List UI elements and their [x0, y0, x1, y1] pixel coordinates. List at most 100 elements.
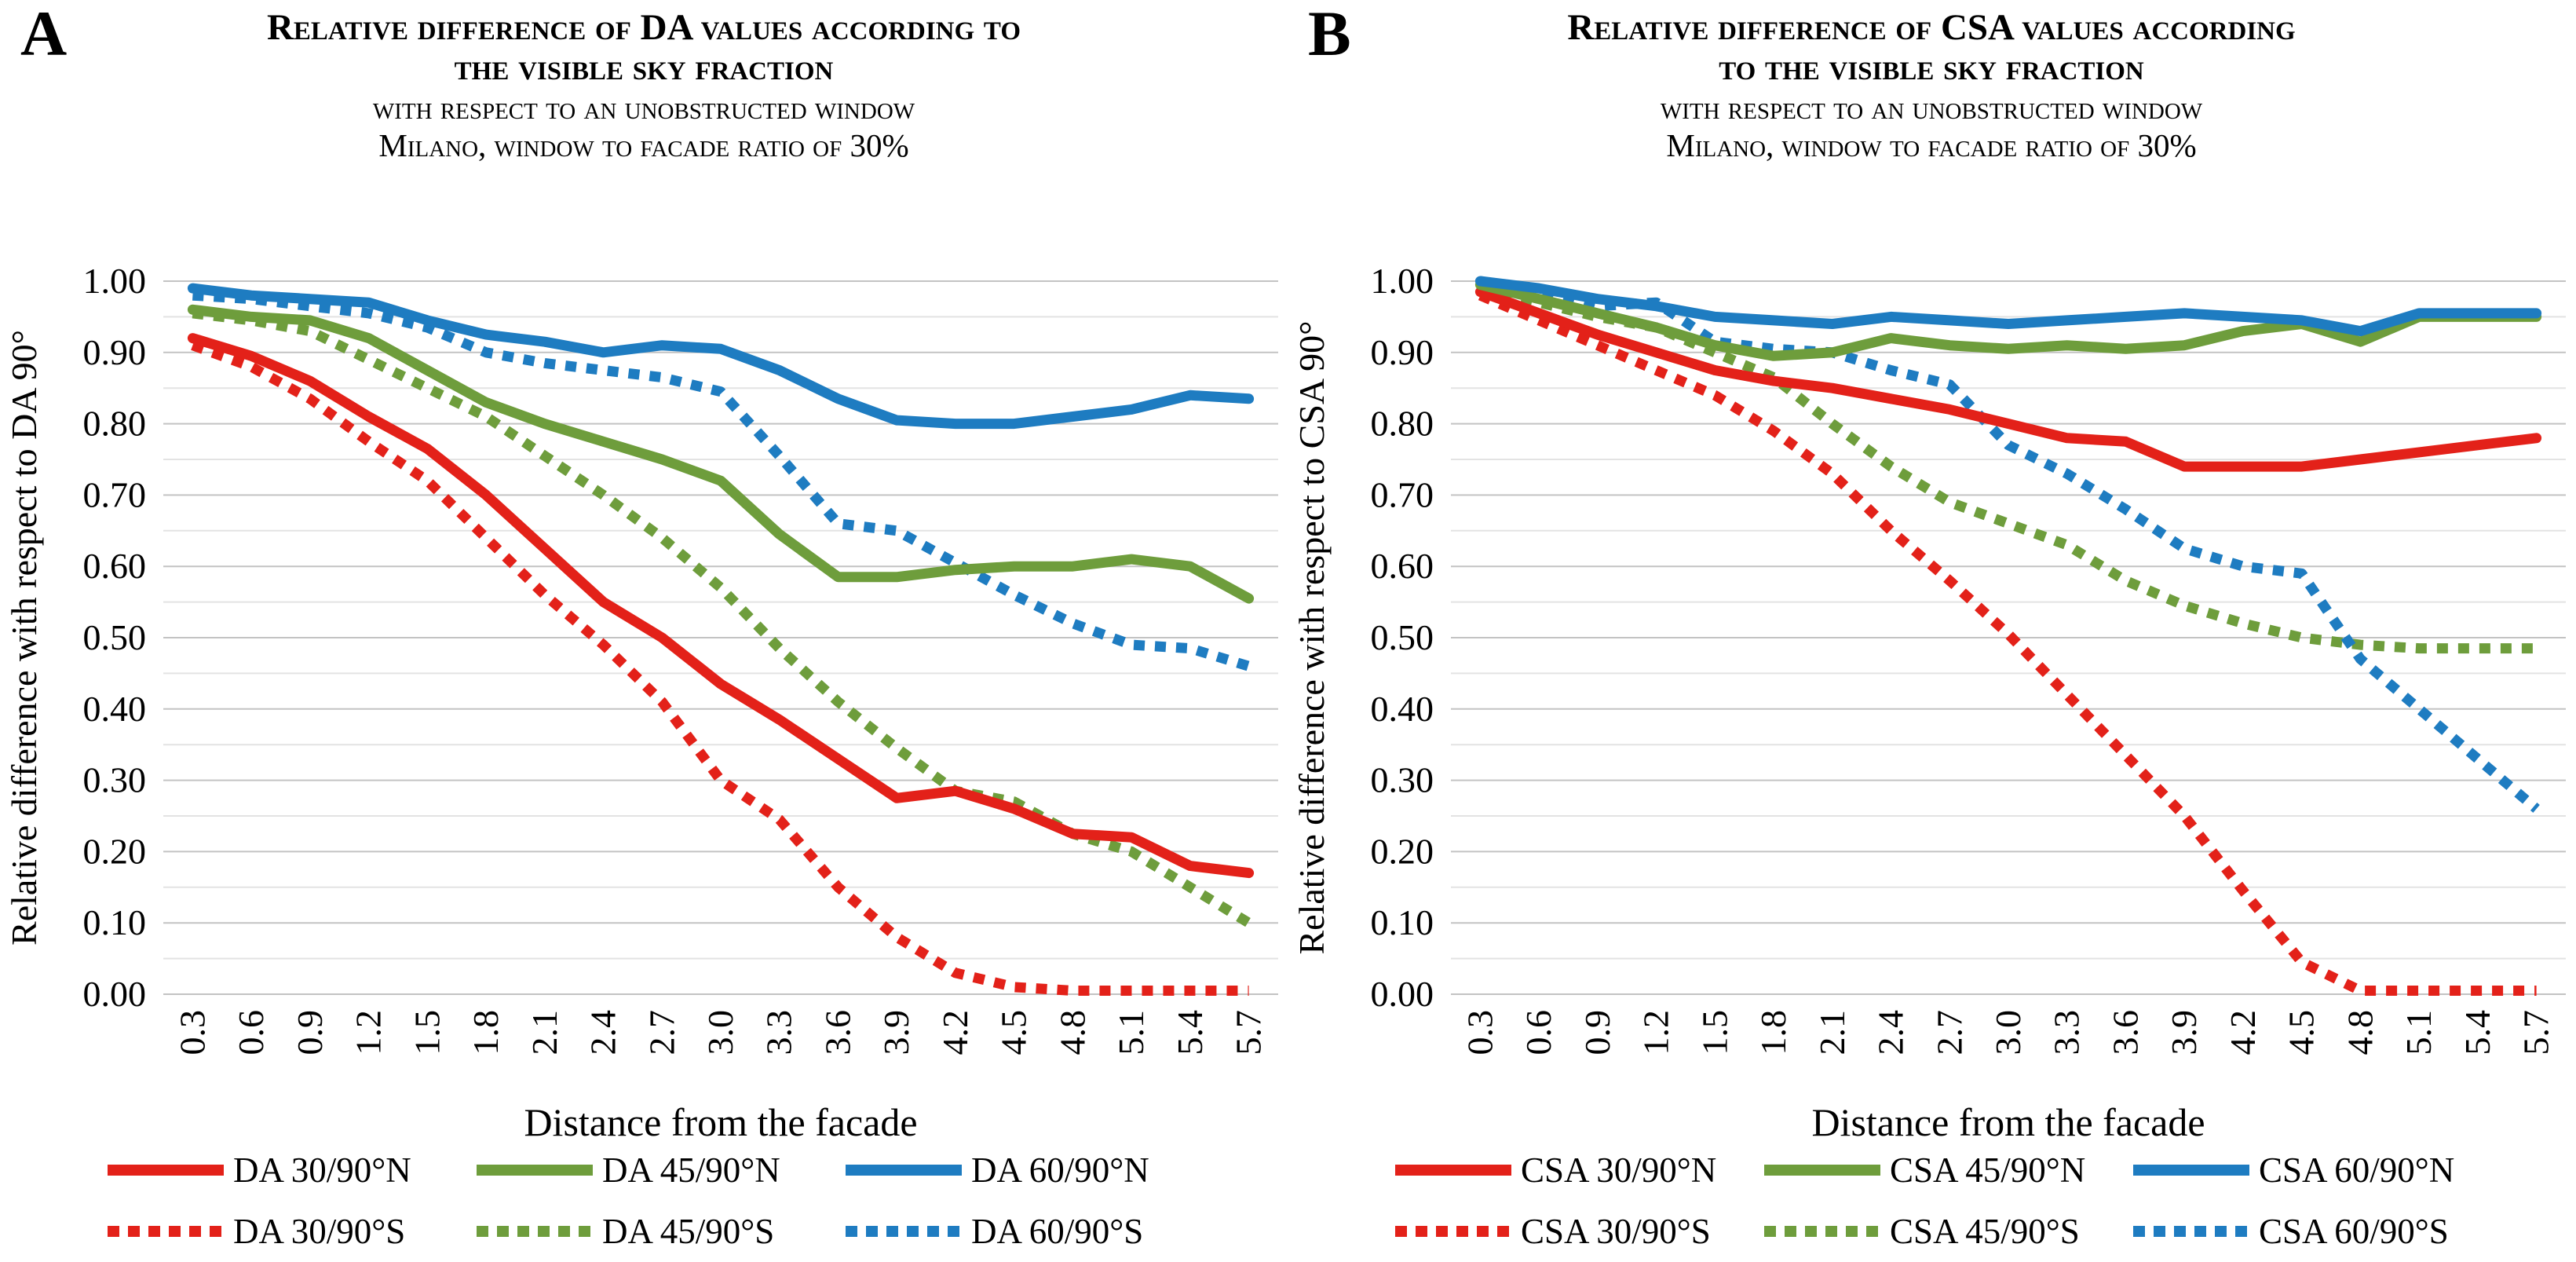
- x-tick-label: 3.0: [700, 1010, 740, 1055]
- chart-subtitle-line1: with respect to an unobstructed window: [1660, 89, 2203, 126]
- legend-da: DA 30/90°N DA 45/90°N DA 60/90°N DA 30/90°S…: [106, 1150, 1182, 1252]
- legend-item-csa-45-90-n: CSA 45/90°N: [1763, 1150, 2100, 1191]
- y-tick-label: 0.00: [1371, 974, 1434, 1014]
- legend-label: CSA 60/90°S: [2259, 1212, 2449, 1252]
- solid-line-swatch-icon: [846, 1165, 962, 1176]
- legend-label: CSA 45/90°N: [1890, 1150, 2086, 1191]
- solid-line-swatch-icon: [477, 1165, 593, 1176]
- legend-item-csa-60-90-s: CSA 60/90°S: [2132, 1211, 2469, 1252]
- chart-title-line2: to the visible sky fraction: [1719, 46, 2144, 88]
- x-tick-label: 1.5: [1694, 1010, 1734, 1055]
- y-tick-label: 0.10: [83, 902, 147, 942]
- dashed-line-swatch-icon: [477, 1226, 593, 1238]
- line-chart-da: 0.000.100.200.300.400.500.600.700.800.90…: [4, 261, 1278, 1144]
- x-tick-label: 5.7: [2516, 1010, 2556, 1055]
- chart-subtitle-line1: with respect to an unobstructed window: [372, 89, 915, 126]
- legend-label: DA 30/90°N: [233, 1150, 411, 1191]
- x-tick-label: 0.3: [1460, 1010, 1500, 1055]
- legend-item-csa-30-90-s: CSA 30/90°S: [1394, 1211, 1731, 1252]
- x-tick-label: 0.9: [290, 1010, 330, 1055]
- y-tick-label: 0.90: [1371, 332, 1434, 372]
- series-da-60-90-s: [192, 290, 1251, 671]
- legend-label: DA 60/90°N: [971, 1150, 1149, 1191]
- y-tick-label: 0.60: [83, 546, 147, 586]
- x-tick-label: 3.6: [818, 1010, 858, 1055]
- x-tick-label: 2.7: [641, 1010, 681, 1055]
- legend-item-da-60-90-s: DA 60/90°S: [844, 1211, 1182, 1252]
- y-tick-label: 0.30: [1371, 760, 1434, 800]
- x-tick-label: 3.9: [2164, 1010, 2204, 1055]
- solid-line-swatch-icon: [1395, 1165, 1511, 1176]
- legend-label: CSA 30/90°N: [1521, 1150, 1717, 1191]
- y-tick-label: 0.40: [1371, 689, 1434, 729]
- x-tick-label: 0.6: [231, 1010, 271, 1055]
- dashed-line-swatch-icon: [1395, 1226, 1511, 1238]
- legend-label: CSA 30/90°S: [1521, 1212, 1711, 1252]
- legend-item-da-45-90-s: DA 45/90°S: [475, 1211, 813, 1252]
- legend-row: CSA 30/90°N CSA 45/90°N CSA 60/90°N: [1394, 1150, 2469, 1191]
- y-tick-label: 0.60: [1371, 546, 1434, 586]
- y-tick-label: 0.20: [1371, 832, 1434, 872]
- y-tick-label: 0.90: [83, 332, 147, 372]
- solid-line-swatch-icon: [2133, 1165, 2249, 1176]
- solid-line-swatch-icon: [1764, 1165, 1880, 1176]
- series-da-30-90-n: [187, 333, 1255, 879]
- x-tick-label: 3.9: [876, 1010, 916, 1055]
- legend-label: DA 45/90°S: [602, 1212, 775, 1252]
- legend-csa: CSA 30/90°N CSA 45/90°N CSA 60/90°N CSA 30/…: [1394, 1150, 2469, 1252]
- x-tick-label: 3.3: [2047, 1010, 2087, 1055]
- x-tick-label: 5.4: [2457, 1010, 2497, 1055]
- x-tick-label: 4.5: [994, 1010, 1034, 1055]
- panel-a: A Relative difference of DA values accor…: [4, 0, 1278, 1252]
- chart-title-line1: Relative difference of CSA values accord…: [1567, 7, 2296, 48]
- legend-item-da-45-90-n: DA 45/90°N: [475, 1150, 813, 1191]
- line-chart-csa: 0.000.100.200.300.400.500.600.700.800.90…: [1292, 261, 2566, 1144]
- panel-b: B Relative difference of CSA values acco…: [1288, 0, 2575, 1262]
- x-tick-label: 0.9: [1577, 1010, 1617, 1055]
- y-axis-title: Relative difference with respect to CSA …: [1292, 321, 1332, 955]
- legend-item-csa-60-90-n: CSA 60/90°N: [2132, 1150, 2469, 1191]
- legend-label: DA 30/90°S: [233, 1212, 406, 1252]
- panel-a-letter: A: [20, 0, 68, 69]
- x-tick-label: 3.0: [1988, 1010, 2028, 1055]
- series-csa-30-90-n: [1474, 287, 2542, 472]
- x-tick-label: 5.7: [1229, 1010, 1269, 1055]
- x-tick-label: 3.3: [759, 1010, 799, 1055]
- y-tick-label: 1.00: [83, 261, 147, 301]
- panel-b-titles: Relative difference of CSA values accord…: [1401, 8, 2461, 163]
- series-da-45-90-n: [187, 304, 1255, 604]
- legend-row: DA 30/90°N DA 45/90°N DA 60/90°N: [106, 1150, 1182, 1191]
- x-tick-label: 1.8: [466, 1010, 506, 1055]
- dashed-line-swatch-icon: [2133, 1226, 2249, 1238]
- dashed-line-swatch-icon: [846, 1226, 962, 1238]
- legend-row: CSA 30/90°S CSA 45/90°S CSA 60/90°S: [1394, 1211, 2469, 1252]
- y-tick-label: 0.70: [1371, 475, 1434, 515]
- dashed-line-swatch-icon: [1764, 1226, 1880, 1238]
- x-tick-label: 3.6: [2106, 1010, 2146, 1055]
- y-tick-label: 0.00: [83, 974, 147, 1014]
- y-tick-label: 1.00: [1371, 261, 1434, 301]
- x-tick-label: 4.8: [1052, 1010, 1092, 1055]
- y-tick-label: 0.70: [83, 475, 147, 515]
- legend-label: DA 45/90°N: [602, 1150, 780, 1191]
- legend-label: CSA 45/90°S: [1890, 1212, 2080, 1252]
- panel-b-letter: B: [1308, 0, 1351, 69]
- x-tick-label: 2.4: [583, 1010, 623, 1055]
- y-tick-label: 0.50: [83, 617, 147, 657]
- chart-title-line2: the visible sky fraction: [454, 46, 834, 88]
- x-tick-label: 4.2: [2223, 1010, 2263, 1055]
- y-tick-label: 0.40: [83, 689, 147, 729]
- x-tick-label: 2.7: [1929, 1010, 1969, 1055]
- chart-title-line1: Relative difference of DA values accordi…: [266, 7, 1021, 48]
- x-tick-label: 2.4: [1871, 1010, 1911, 1055]
- x-tick-label: 1.8: [1753, 1010, 1793, 1055]
- solid-line-swatch-icon: [108, 1165, 224, 1176]
- y-axis-title: Relative difference with respect to DA 9…: [4, 330, 44, 946]
- series-da-30-90-s: [191, 340, 1249, 997]
- x-tick-label: 5.1: [1111, 1010, 1151, 1055]
- legend-item-da-60-90-n: DA 60/90°N: [844, 1150, 1182, 1191]
- x-tick-label: 1.5: [407, 1010, 447, 1055]
- chart-subtitle-line2: Milano, window to facade ratio of 30%: [1666, 126, 2197, 163]
- x-tick-label: 4.2: [935, 1010, 975, 1055]
